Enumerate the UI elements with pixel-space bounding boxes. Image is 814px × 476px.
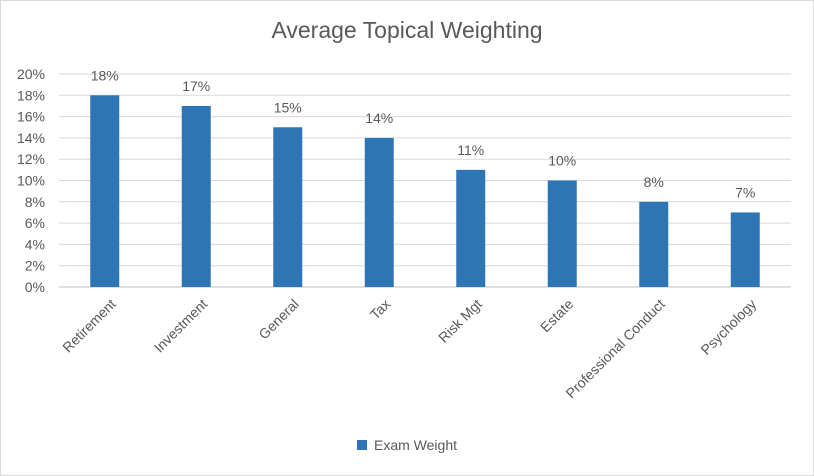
x-tick-label: Investment	[151, 296, 211, 356]
x-tick-label: Tax	[367, 296, 394, 323]
bar	[456, 169, 486, 287]
legend-swatch	[357, 440, 367, 450]
bar	[639, 201, 669, 287]
chart-title: Average Topical Weighting	[271, 17, 543, 43]
y-tick-label: 20%	[17, 66, 45, 82]
x-tick-label: Professional Conduct	[562, 296, 667, 401]
data-label: 15%	[274, 99, 302, 115]
data-label: 18%	[91, 67, 119, 83]
bar	[730, 212, 760, 287]
y-tick-label: 6%	[25, 215, 45, 231]
data-labels: 18% 17% 15% 14% 11% 10% 8% 7%	[91, 67, 756, 200]
legend-label: Exam Weight	[374, 437, 457, 453]
data-label: 7%	[735, 184, 755, 200]
x-axis-ticks: Retirement Investment General Tax Risk Mgt Es…	[59, 296, 759, 402]
data-label: 17%	[182, 78, 210, 94]
y-tick-label: 8%	[25, 194, 45, 210]
gridlines	[59, 73, 791, 288]
x-tick-label: Retirement	[59, 296, 119, 356]
legend: Exam Weight	[1, 437, 813, 453]
bar	[181, 105, 211, 287]
bar	[273, 127, 303, 287]
y-tick-label: 14%	[17, 130, 45, 146]
x-tick-label: Estate	[537, 296, 577, 336]
y-tick-label: 12%	[17, 151, 45, 167]
bars	[90, 95, 760, 287]
y-axis-ticks: 0% 2% 4% 6% 8% 10% 12% 14% 16% 18% 20%	[17, 66, 45, 295]
x-tick-label: Psychology	[697, 296, 759, 358]
data-label: 11%	[457, 142, 484, 158]
bar	[364, 137, 394, 287]
y-tick-label: 0%	[25, 279, 45, 295]
x-tick-label: Risk Mgt	[435, 296, 485, 346]
data-label: 10%	[548, 153, 576, 169]
data-label: 8%	[644, 174, 664, 190]
data-label: 14%	[365, 110, 393, 126]
x-tick-label: General	[255, 296, 302, 343]
y-tick-label: 16%	[17, 109, 45, 125]
y-tick-label: 4%	[25, 236, 45, 252]
y-tick-label: 2%	[25, 258, 45, 274]
y-tick-label: 18%	[17, 87, 45, 103]
bar	[90, 95, 120, 287]
bar	[547, 180, 577, 287]
y-tick-label: 10%	[17, 173, 45, 189]
